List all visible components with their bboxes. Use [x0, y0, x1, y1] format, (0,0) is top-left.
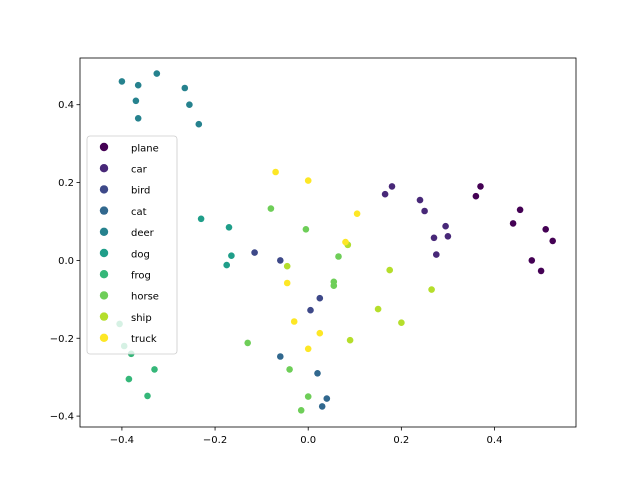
legend-label-truck: truck	[131, 334, 157, 345]
point-bird-3	[307, 306, 314, 314]
legend-label-dog: dog	[131, 249, 150, 260]
legend-label-ship: ship	[131, 313, 152, 324]
point-ship-2	[386, 266, 394, 274]
legend-marker-deer	[99, 227, 109, 236]
point-plane-6	[528, 257, 536, 264]
legend: plane car bird cat deer dog frog horse ship truck	[86, 135, 178, 355]
x-tick-label: 0.2	[393, 435, 409, 446]
point-deer-0	[118, 78, 126, 85]
legend-label-cat: cat	[131, 207, 147, 218]
point-truck-6	[316, 329, 324, 337]
point-cat-2	[323, 395, 331, 402]
legend-marker-cat	[99, 206, 109, 215]
axes-frame	[79, 57, 577, 428]
point-horse-1	[302, 226, 310, 233]
legend-marker-plane	[99, 142, 109, 152]
point-car-1	[381, 190, 389, 198]
point-horse-2	[335, 253, 342, 260]
x-tick-label: 0.4	[487, 435, 503, 446]
legend-label-deer: deer	[131, 228, 155, 239]
point-truck-4	[283, 279, 291, 287]
legend-marker-dog	[99, 248, 109, 258]
point-deer-1	[153, 70, 161, 77]
point-frog-5	[144, 392, 151, 400]
point-deer-6	[134, 115, 142, 122]
point-car-5	[430, 234, 438, 242]
legend-label-frog: frog	[131, 271, 151, 282]
x-tick-label: −0.4	[110, 435, 134, 446]
point-plane-2	[516, 206, 524, 214]
point-dog-0	[197, 215, 205, 223]
point-plane-4	[542, 226, 549, 233]
point-plane-3	[509, 220, 517, 227]
x-axis: −0.4 −0.2 0.0 0.2 0.4	[110, 427, 503, 446]
legend-marker-frog	[99, 270, 109, 279]
point-deer-5	[186, 101, 193, 108]
point-plane-0	[477, 183, 484, 190]
point-plane-5	[549, 237, 556, 245]
legend-box	[86, 135, 178, 355]
legend-marker-bird	[99, 185, 109, 194]
point-truck-3	[342, 238, 349, 246]
point-horse-0	[267, 205, 275, 212]
point-truck-5	[290, 318, 298, 325]
legend-marker-truck	[99, 333, 109, 342]
point-cat-0	[277, 353, 284, 360]
y-tick-label: −0.4	[50, 412, 74, 423]
point-horse-6	[244, 339, 251, 347]
point-cat-3	[318, 403, 326, 410]
point-car-3	[421, 207, 428, 215]
legend-marker-car	[99, 164, 109, 173]
point-plane-1	[472, 192, 480, 200]
y-axis: −0.4 −0.2 0.0 0.2 0.4	[50, 100, 80, 423]
point-horse-8	[297, 407, 305, 414]
point-deer-4	[181, 84, 189, 92]
point-car-4	[442, 222, 449, 230]
legend-marker-ship	[99, 312, 109, 321]
point-horse-7	[286, 366, 293, 373]
x-tick-label: 0.0	[300, 435, 316, 446]
point-car-2	[416, 196, 424, 204]
point-bird-2	[316, 294, 324, 302]
point-horse-5	[330, 282, 338, 290]
point-ship-1	[283, 262, 291, 270]
point-car-7	[433, 251, 440, 258]
point-truck-2	[353, 210, 361, 217]
point-truck-7	[304, 345, 312, 353]
x-tick-label: −0.2	[203, 435, 227, 446]
point-plane-7	[537, 267, 545, 275]
point-ship-6	[346, 336, 354, 344]
point-dog-3	[223, 261, 230, 269]
y-tick-label: −0.2	[50, 334, 74, 345]
point-bird-0	[251, 249, 258, 256]
legend-label-horse: horse	[131, 292, 159, 303]
point-deer-7	[195, 120, 203, 128]
point-dog-2	[228, 252, 235, 259]
legend-marker-horse	[99, 291, 109, 300]
points-layer	[116, 70, 556, 414]
point-frog-4	[151, 366, 158, 373]
legend-label-plane: plane	[131, 143, 159, 154]
point-truck-0	[272, 168, 279, 176]
point-car-6	[444, 233, 452, 240]
legend-label-car: car	[131, 165, 148, 176]
point-deer-3	[132, 97, 140, 105]
point-horse-9	[304, 393, 312, 400]
y-tick-label: 0.0	[58, 256, 74, 267]
point-frog-3	[125, 375, 133, 383]
point-deer-2	[134, 81, 142, 89]
point-car-0	[388, 183, 396, 190]
point-cat-1	[314, 370, 321, 377]
legend-label-bird: bird	[131, 186, 150, 197]
y-tick-label: 0.4	[58, 100, 74, 111]
point-ship-4	[398, 319, 405, 327]
point-truck-1	[304, 177, 312, 184]
point-ship-5	[428, 286, 435, 293]
point-dog-1	[225, 224, 233, 231]
y-tick-label: 0.2	[58, 178, 74, 189]
point-bird-1	[277, 257, 284, 264]
point-ship-3	[374, 305, 382, 313]
